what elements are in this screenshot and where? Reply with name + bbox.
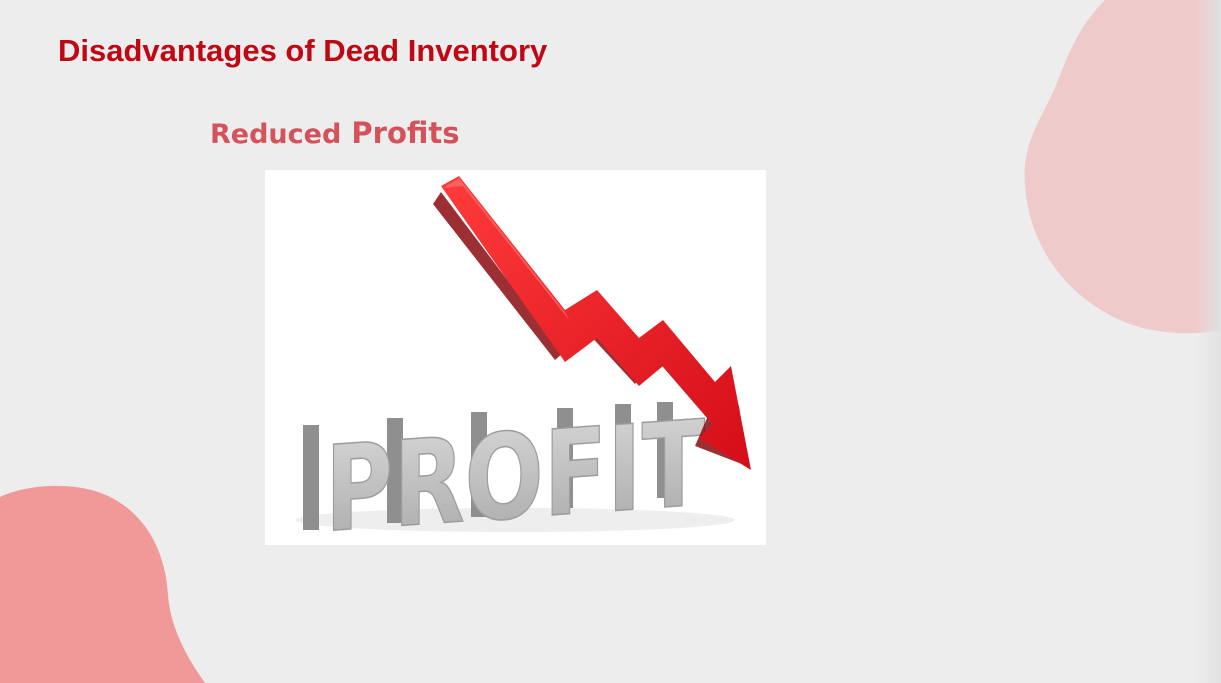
decorative-blob-top-right	[1024, 0, 1221, 334]
floor-shadow	[295, 508, 735, 532]
slide-title: Disadvantages of Dead Inventory	[58, 33, 548, 68]
profit-decline-illustration: PROFIT	[265, 170, 766, 545]
down-arrow-icon	[441, 176, 751, 470]
profit-word: PROFIT	[325, 394, 705, 545]
right-edge-shade	[1196, 0, 1221, 683]
slide-subtitle: Reduced Profits	[210, 116, 460, 150]
subtitle-word-reduced: Reduced	[210, 119, 342, 150]
profit-letters-depth	[303, 402, 673, 530]
subtitle-word-profits: Profits	[351, 116, 460, 150]
decorative-blob-bottom-left	[0, 485, 205, 683]
